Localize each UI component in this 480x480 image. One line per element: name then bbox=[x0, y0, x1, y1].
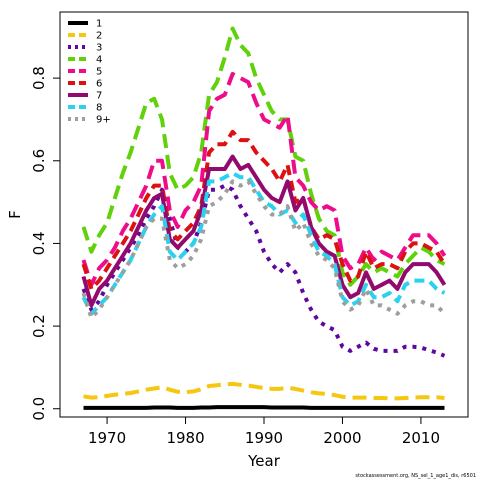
legend-label-7: 7 bbox=[96, 91, 102, 102]
source-footnote: stockassessment.org, NS_sel_1_age1_dis, … bbox=[355, 473, 476, 479]
series-line-9 bbox=[81, 179, 446, 320]
legend-label-3: 3 bbox=[96, 43, 102, 54]
y-axis: 0.0 0.2 0.4 0.6 0.8 bbox=[30, 66, 60, 421]
series-layer bbox=[81, 26, 447, 410]
x-tick-label: 2010 bbox=[402, 429, 440, 447]
y-axis-title: F bbox=[6, 210, 24, 219]
x-tick-label: 2000 bbox=[323, 429, 361, 447]
series-line-5 bbox=[81, 72, 447, 287]
legend-label-4: 4 bbox=[96, 55, 102, 66]
legend-label-5: 5 bbox=[96, 67, 102, 78]
series-line-1 bbox=[83, 405, 445, 410]
series-line-4 bbox=[81, 26, 446, 287]
y-tick-label: 0.2 bbox=[30, 314, 48, 338]
y-tick-label: 0.0 bbox=[30, 397, 48, 421]
y-tick-label: 0.4 bbox=[30, 231, 48, 255]
x-axis-title: Year bbox=[247, 452, 281, 470]
x-axis: 1970 1980 1990 2000 2010 bbox=[88, 417, 440, 447]
series-line-7 bbox=[81, 154, 447, 308]
series-line-6 bbox=[81, 129, 447, 291]
y-tick-label: 0.8 bbox=[30, 66, 48, 90]
legend-label-1: 1 bbox=[96, 19, 102, 30]
legend-label-6: 6 bbox=[96, 79, 102, 90]
x-tick-label: 1980 bbox=[166, 429, 204, 447]
series-line-3 bbox=[81, 183, 446, 358]
series-line-2 bbox=[83, 381, 445, 401]
series-line-8 bbox=[81, 171, 446, 316]
legend-label-8: 8 bbox=[96, 103, 102, 114]
legend-label-2: 2 bbox=[96, 31, 102, 42]
legend-label-9: 9+ bbox=[96, 115, 111, 126]
y-tick-label: 0.6 bbox=[30, 149, 48, 173]
x-tick-label: 1970 bbox=[88, 429, 126, 447]
x-tick-label: 1990 bbox=[245, 429, 283, 447]
